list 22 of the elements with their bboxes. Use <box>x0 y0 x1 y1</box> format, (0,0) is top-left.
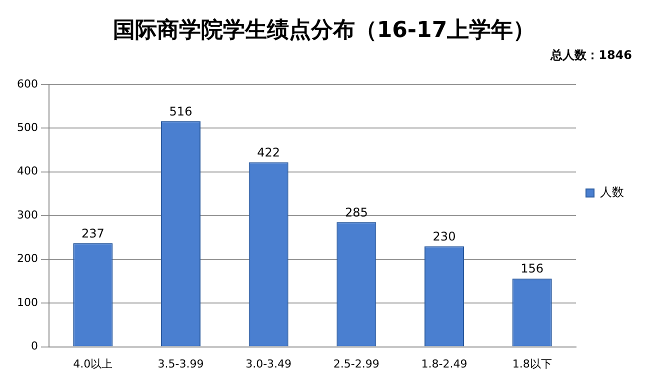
data-label: 516 <box>169 104 192 118</box>
y-tick-label: 400 <box>16 164 38 178</box>
chart-title: 国际商学院学生绩点分布（16-17上学年） <box>112 16 536 43</box>
y-tick-label: 100 <box>16 296 38 309</box>
x-tick-label: 4.0以上 <box>73 357 113 370</box>
x-tick-label: 1.8-2.49 <box>421 357 468 370</box>
x-tick-label: 1.8以下 <box>512 357 552 370</box>
y-tick-label: 600 <box>16 77 38 90</box>
data-label: 285 <box>344 205 368 220</box>
x-tick-label: 3.0-3.49 <box>246 357 292 370</box>
data-label: 156 <box>520 262 544 276</box>
text: 总人数：1846 <box>550 48 632 62</box>
y-tick-label: 0 <box>30 340 38 353</box>
y-tick-label: 200 <box>16 252 38 266</box>
data-label: 422 <box>257 145 280 160</box>
y-tick-label: 500 <box>16 120 38 134</box>
data-label: 237 <box>81 226 104 240</box>
y-tick-label: 300 <box>16 208 38 222</box>
x-tick-label: 2.5-2.99 <box>333 357 380 370</box>
legend-label: 人数 <box>600 185 624 200</box>
x-tick-label: 3.5-3.99 <box>158 357 204 370</box>
data-label: 230 <box>432 229 456 244</box>
